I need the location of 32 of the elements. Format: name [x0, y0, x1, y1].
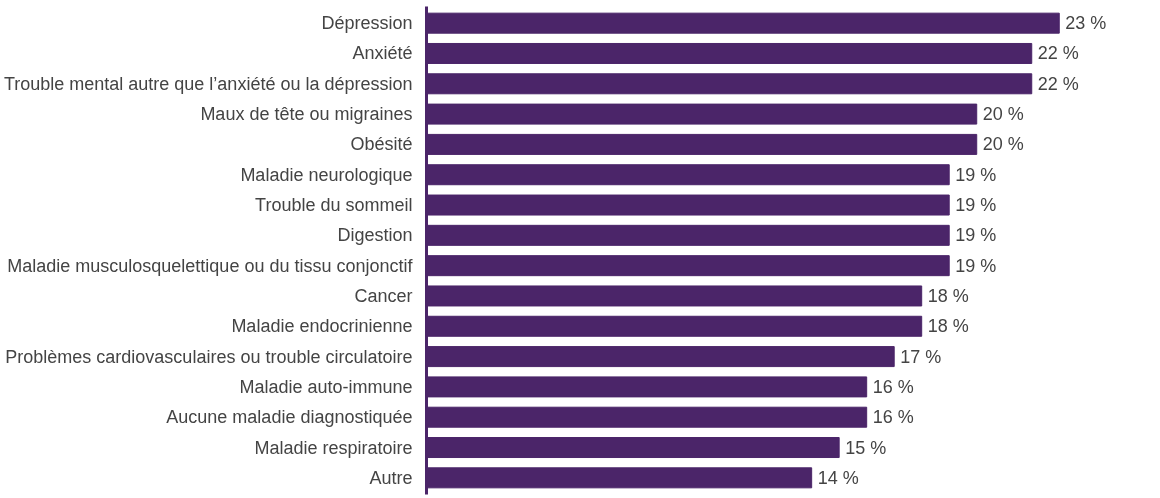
data-label: 17 % [900, 346, 942, 367]
data-label: 20 % [982, 104, 1024, 125]
y-tick-label: Problèmes cardiovasculaires ou trouble circulatoire [5, 346, 413, 367]
data-label: 16 % [872, 376, 914, 397]
data-label: 19 % [955, 195, 997, 216]
data-label: 15 % [845, 437, 887, 458]
data-label: 18 % [927, 316, 969, 337]
data-label: 22 % [1037, 43, 1079, 64]
y-tick-label: Dépression [321, 13, 413, 34]
y-tick-label: Trouble du sommeil [255, 195, 413, 216]
y-tick-label: Aucune maladie diagnostiquée [166, 407, 413, 428]
y-tick-label: Maux de tête ou migraines [200, 104, 413, 125]
y-tick-label: Trouble mental autre que l’anxiété ou la dépression [3, 73, 413, 94]
data-label: 18 % [927, 285, 969, 306]
data-label: 16 % [872, 407, 914, 428]
y-tick-label: Maladie endocrinienne [231, 316, 413, 337]
data-label: 22 % [1037, 73, 1079, 94]
data-label: 23 % [1065, 13, 1107, 34]
y-tick-label: Maladie neurologique [240, 164, 413, 185]
data-label: 19 % [955, 255, 997, 276]
data-label: 14 % [817, 467, 859, 488]
data-label: 19 % [955, 164, 997, 185]
y-tick-label: Autre [369, 467, 413, 488]
y-tick-label: Obésité [350, 134, 413, 155]
y-tick-label: Maladie auto-immune [239, 376, 413, 397]
data-label: 20 % [982, 134, 1024, 155]
data-label: 19 % [955, 225, 997, 246]
y-tick-label: Maladie respiratoire [254, 437, 413, 458]
y-tick-label: Maladie musculosquelettique ou du tissu conjonctif [7, 255, 414, 276]
y-tick-label: Digestion [337, 225, 413, 246]
y-tick-label: Cancer [354, 285, 413, 306]
y-tick-label: Anxiété [352, 43, 413, 64]
